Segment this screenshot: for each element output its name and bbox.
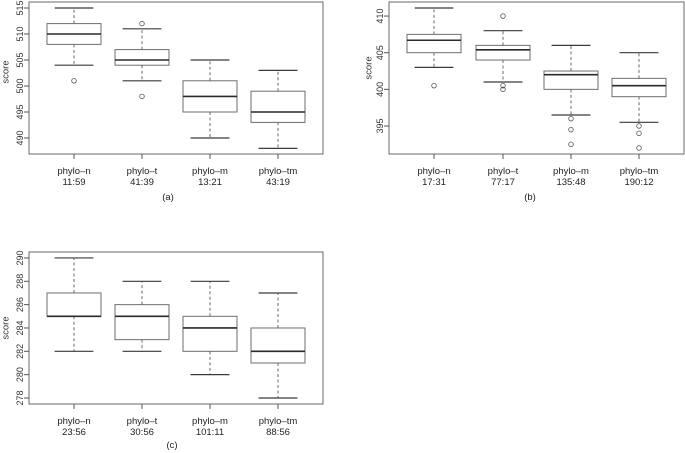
x-category-label: phylo–m [553,166,589,177]
y-tick-label: 395 [375,118,385,133]
x-category-label: phylo–n [57,166,90,177]
x-category-time: 135:48 [556,177,585,188]
box-2 [475,13,531,93]
box-2 [114,280,170,352]
x-category-time: 17:31 [422,177,446,188]
x-category-time: 43:19 [266,177,290,188]
x-category-time: 101:11 [196,427,224,438]
outlier-point [500,82,506,89]
box-1 [46,7,102,84]
y-tick-label: 495 [15,104,25,119]
box-4 [250,292,306,399]
y-axis-label: score [1,60,12,83]
outlier-point [500,86,506,93]
x-category-label: phylo–m [192,166,228,177]
x-category-label: phylo–t [127,166,158,177]
iqr-box [114,49,170,66]
x-category-label: phylo–tm [259,416,298,427]
iqr-box [46,292,102,317]
subfigure-caption: (b) [524,192,536,203]
y-tick-label: 278 [15,390,25,405]
x-category-label: phylo–t [127,416,158,427]
box-3 [182,280,238,376]
outlier-point [636,130,642,137]
box-4 [250,69,306,149]
x-category-label: phylo–n [57,416,90,427]
x-category-time: 11:59 [62,177,85,188]
iqr-box [611,77,667,98]
y-tick-label: 400 [375,82,385,97]
chart-c: 278 280 282 284 286 288 290 score phylo–n23:56 ph… [1,250,324,451]
outlier-point [568,115,574,122]
chart-b: 395 400 405 410 score phylo–n17:31 phylo–t77:1… [364,1,685,203]
y-tick-label: 510 [15,26,25,41]
subfigure-caption: (c) [166,440,177,451]
y-axis-label: score [364,56,375,79]
subfigure-caption: (a) [162,192,174,203]
box-3 [182,59,238,139]
x-category-label: phylo–n [417,166,450,177]
iqr-box [406,33,462,54]
y-tick-label: 410 [375,9,385,24]
box-4 [611,52,667,151]
iqr-box [182,315,238,352]
y-tick-label: 288 [15,274,25,289]
y-tick-label: 280 [15,367,25,382]
x-category-time: 88:56 [266,427,290,438]
iqr-box [250,327,306,364]
y-tick-label: 505 [15,52,25,67]
outlier-point [139,20,145,27]
x-category-time: 77:17 [491,177,515,188]
box-2 [114,20,170,100]
x-category-time: 30:56 [130,427,154,438]
y-tick-label: 490 [15,130,25,145]
x-category-label: phylo–t [488,166,519,177]
box-1 [46,257,102,352]
x-category-time: 41:39 [130,177,154,188]
outlier-point [431,82,437,89]
y-tick-label: 284 [15,320,25,335]
y-tick-label: 405 [375,45,385,60]
chart-a: 490 495 500 505 510 515 score phylo–n11:59 phylo… [1,0,324,203]
x-category-time: 13:21 [198,177,222,188]
x-category-label: phylo–tm [259,166,298,177]
x-category-time: 23:56 [62,427,86,438]
y-axis-label: score [1,316,12,339]
outlier-point [139,93,145,100]
box-1 [406,7,462,89]
outlier-point [500,13,506,19]
x-category-label: phylo–tm [620,166,659,177]
outlier-point [71,78,77,84]
x-category-label: phylo–m [192,416,228,427]
y-tick-label: 282 [15,344,25,359]
outlier-point [568,141,574,148]
y-tick-label: 515 [15,0,25,15]
iqr-box [250,90,306,123]
box-3 [543,44,599,148]
plot-frame [388,1,685,155]
iqr-box [475,44,531,61]
y-tick-label: 286 [15,297,25,312]
outlier-point [636,123,642,129]
outlier-point [568,126,574,133]
outlier-point [636,145,642,151]
plot-frame [28,1,324,155]
y-tick-label: 290 [15,250,25,265]
y-tick-label: 500 [15,78,25,93]
iqr-box [543,70,599,90]
iqr-box [114,304,170,341]
x-category-time: 190:12 [624,177,653,188]
